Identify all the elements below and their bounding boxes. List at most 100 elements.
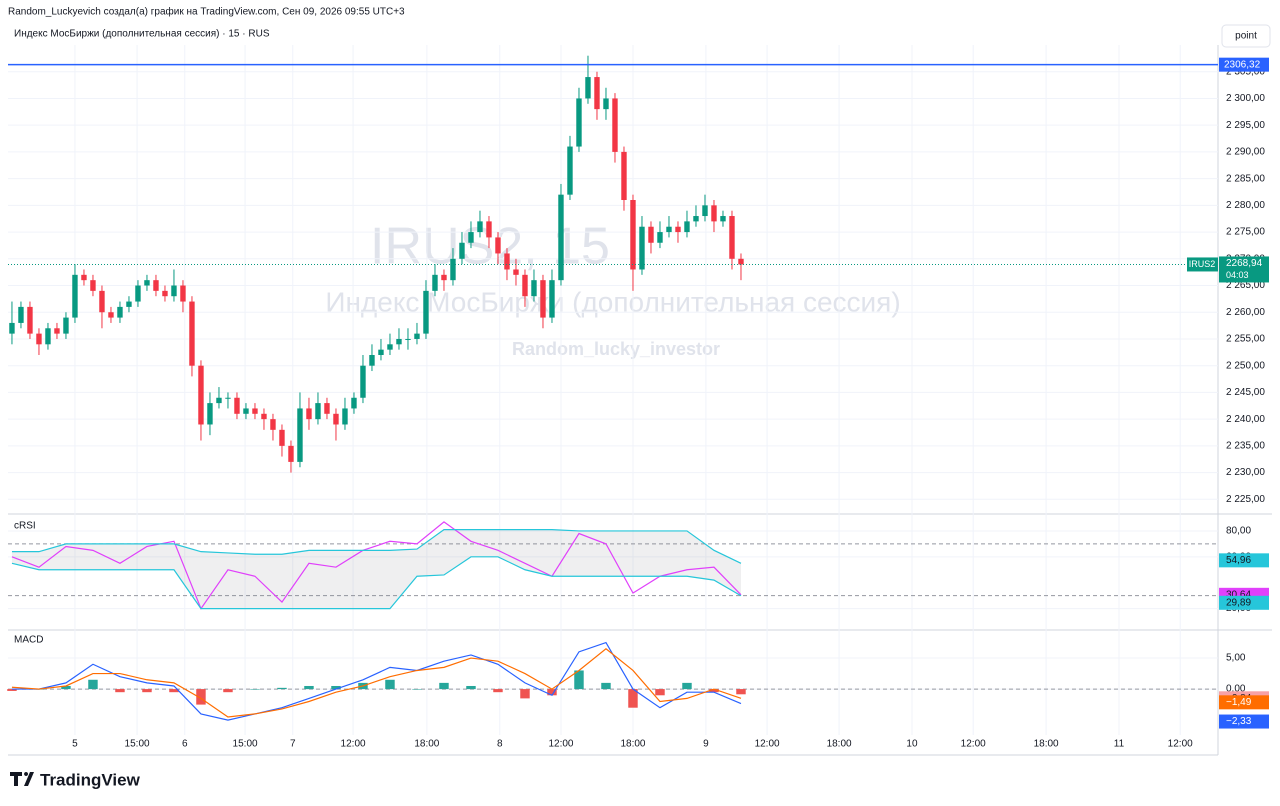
y-tick-label: 2 245,00 (1226, 387, 1265, 398)
candle-body (54, 328, 60, 334)
candle-body (558, 194, 564, 281)
y-tick-label: 2 300,00 (1226, 93, 1265, 104)
candle-body (171, 285, 177, 297)
candle-body (396, 338, 402, 345)
candle-body (711, 205, 717, 222)
candle-body (198, 365, 204, 425)
candle-body (648, 226, 654, 243)
candle-body (261, 413, 267, 420)
candle-body (612, 98, 618, 152)
candle-body (486, 221, 492, 238)
candle-body (684, 221, 690, 233)
value-tag-label: −2,33 (1226, 716, 1252, 727)
y-tick-label: 2 235,00 (1226, 441, 1265, 452)
candle-body (666, 226, 672, 233)
last-price-tag (1219, 256, 1269, 283)
scale-button-label: point (1235, 31, 1257, 42)
candle-body (621, 151, 627, 200)
histogram-bar (547, 689, 557, 696)
y-tick-label: 2 285,00 (1226, 173, 1265, 184)
candle-body (90, 280, 96, 291)
candle-body (18, 306, 24, 323)
histogram-bar (655, 689, 665, 696)
rsi-title: cRSI (14, 521, 36, 532)
candle-body (432, 274, 438, 291)
candle-body (126, 301, 132, 307)
value-tag (1219, 714, 1269, 729)
candle-body (495, 237, 501, 254)
macd-line (11, 647, 742, 718)
x-tick-label: 5 (72, 739, 78, 750)
candle-body (729, 216, 735, 259)
x-tick-label: 10 (906, 739, 918, 750)
candle-body (414, 333, 420, 339)
candle-body (288, 445, 294, 462)
candle-body (9, 322, 15, 334)
candle-body (63, 317, 69, 334)
rsi-line (11, 556, 742, 610)
histogram-bar (250, 689, 260, 690)
x-tick-label: 6 (182, 739, 188, 750)
y-tick-label: 2 255,00 (1226, 334, 1265, 345)
macd-line (11, 641, 742, 721)
y-tick-label: 2 260,00 (1226, 307, 1265, 318)
candle-body (585, 77, 591, 99)
value-tag (1219, 595, 1269, 610)
candle-body (423, 290, 429, 334)
x-tick-label: 8 (497, 739, 503, 750)
candle-body (441, 274, 447, 281)
histogram-bar (88, 679, 98, 690)
candle-body (594, 77, 600, 110)
price-line-tag (1219, 57, 1269, 72)
candle-body (324, 403, 330, 414)
y-tick-label: 2 290,00 (1226, 147, 1265, 158)
candle-body (675, 226, 681, 233)
histogram-bar (169, 689, 179, 693)
value-tag-label: −1,49 (1226, 697, 1252, 708)
y-tick-label: 2 240,00 (1226, 414, 1265, 425)
brand-logo (10, 772, 34, 786)
y-tick-label: 2 295,00 (1226, 120, 1265, 131)
y-tick-label: 5,00 (1226, 653, 1246, 664)
value-tag-label: 29,89 (1226, 597, 1251, 608)
histogram-bar (196, 689, 206, 705)
candle-body (81, 274, 87, 281)
scale-button[interactable] (1221, 24, 1271, 48)
candle-body (27, 306, 33, 334)
histogram-bar (331, 685, 341, 690)
x-tick-label: 9 (703, 739, 709, 750)
candle-body (72, 274, 78, 318)
candle-body (522, 274, 528, 297)
histogram-bar (7, 689, 17, 691)
histogram-bar (709, 689, 719, 693)
candle-body (360, 365, 366, 398)
x-tick-label: 18:00 (620, 739, 645, 750)
candle-body (702, 205, 708, 217)
candle-body (315, 403, 321, 420)
candle-body (144, 280, 150, 286)
symbol-tag-label: IRUS2 (1189, 259, 1216, 269)
histogram-bar (277, 687, 287, 690)
candle-body (720, 216, 726, 222)
x-tick-label: 15:00 (125, 739, 150, 750)
y-tick-label: 2 250,00 (1226, 360, 1265, 371)
y-tick-label: 2 230,00 (1226, 467, 1265, 478)
candle-body (342, 408, 348, 425)
value-tag (1219, 695, 1269, 710)
histogram-bar (385, 679, 395, 690)
value-tag-label: 30,64 (1226, 589, 1251, 600)
candle-body (117, 306, 123, 318)
candle-body (351, 397, 357, 409)
candle-body (531, 280, 537, 297)
candle-body (45, 328, 51, 345)
candle-body (639, 226, 645, 270)
x-tick-label: 11 (1114, 739, 1125, 750)
x-tick-label: 12:00 (341, 739, 366, 750)
symbol-tag (1187, 257, 1218, 272)
candle-body (162, 290, 168, 297)
histogram-bar (412, 689, 422, 690)
candle-body (234, 397, 240, 414)
histogram-bar (304, 685, 314, 690)
